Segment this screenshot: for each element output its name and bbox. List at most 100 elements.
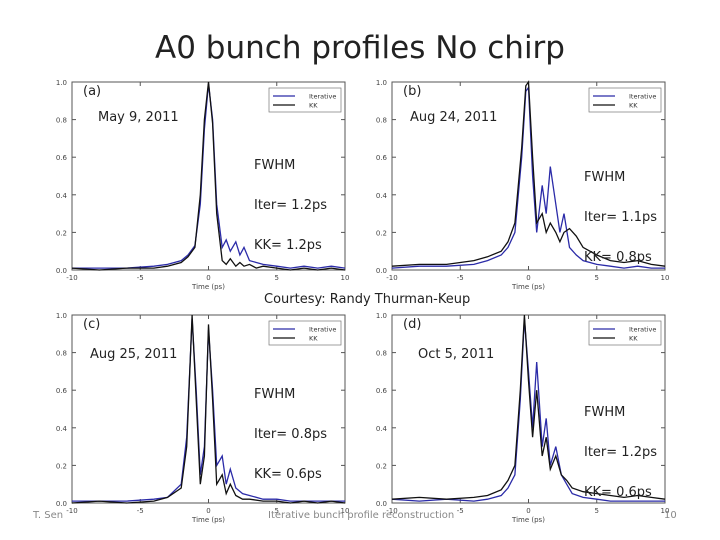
- legend-box: [268, 320, 342, 346]
- fwhm-kk: KK= 0.8ps: [584, 250, 652, 265]
- x-tick-label: 5: [275, 507, 279, 515]
- date-label: Aug 24, 2011: [410, 110, 498, 125]
- legend-label: Iterative: [309, 93, 336, 101]
- fwhm-kk: KK= 1.2ps: [254, 238, 322, 253]
- y-tick-label: 1.0: [376, 312, 387, 320]
- x-tick-label: -5: [137, 507, 144, 515]
- x-axis-label: Time (ps): [511, 516, 545, 524]
- y-tick-label: 0.4: [56, 425, 68, 433]
- footer-author: T. Sen: [33, 510, 64, 521]
- y-tick-label: 0.4: [56, 192, 68, 200]
- fwhm-heading: FWHM: [584, 170, 626, 185]
- y-tick-label: 0.6: [56, 154, 68, 162]
- legend-label: Iterative: [629, 326, 656, 334]
- plot-panel-b: 0.0 0.2 0.4 0.6 0.8 1.0 -10 -5 0 5 10 Time (ps) Iter…: [360, 72, 680, 302]
- x-axis-label: Time (ps): [511, 283, 545, 291]
- fwhm-note: FWHM Iter= 1.2ps KK= 1.2ps: [254, 136, 327, 276]
- series-line-iterative: [391, 318, 665, 502]
- panel-label: (c): [83, 317, 101, 332]
- fwhm-note: FWHM Iter= 0.8ps KK= 0.6ps: [254, 365, 327, 505]
- legend-label: KK: [629, 335, 638, 343]
- y-tick-label: 0.6: [376, 154, 388, 162]
- y-tick-label: 0.0: [376, 267, 387, 275]
- panel-label: (a): [83, 84, 102, 99]
- y-tick-label: 0.0: [56, 267, 67, 275]
- y-tick-label: 0.8: [56, 117, 67, 125]
- series-line-kk: [391, 314, 666, 500]
- fwhm-heading: FWHM: [254, 158, 296, 173]
- x-tick-label: -10: [66, 274, 77, 282]
- chart-b: 0.0 0.2 0.4 0.6 0.8 1.0 -10 -5 0 5 10 Time (ps) Iter…: [376, 79, 670, 291]
- x-axis-label: Time (ps): [191, 283, 225, 291]
- courtesy-note: Courtesy: Randy Thurman-Keup: [264, 292, 471, 307]
- x-tick-label: 5: [595, 507, 599, 515]
- panel-label: (d): [403, 317, 422, 332]
- y-tick-label: 0.0: [56, 500, 67, 508]
- chart-d: 0.0 0.2 0.4 0.6 0.8 1.0 -10 -5 0 5 10 Time (ps) Iter…: [376, 312, 670, 524]
- y-tick-label: 0.6: [376, 387, 388, 395]
- plot-panel-c: 0.0 0.2 0.4 0.6 0.8 1.0 -10 -5 0 5 10 Time (ps) Iter…: [40, 305, 360, 535]
- x-tick-label: 0: [206, 507, 210, 515]
- legend-box: [588, 320, 662, 346]
- series-line-kk: [391, 80, 666, 267]
- plot-frame: [391, 314, 666, 504]
- x-tick-label: -5: [137, 274, 144, 282]
- footer-title: Iterative bunch profile reconstruction: [268, 510, 455, 521]
- plot-panel-d: 0.0 0.2 0.4 0.6 0.8 1.0 -10 -5 0 5 10 Time (ps) Iter…: [360, 305, 680, 535]
- fwhm-heading: FWHM: [254, 387, 296, 402]
- y-tick-label: 1.0: [56, 312, 67, 320]
- y-tick-label: 0.2: [56, 462, 67, 470]
- x-tick-label: 10: [661, 274, 670, 282]
- y-tick-label: 0.6: [56, 387, 68, 395]
- series-line-iterative: [391, 85, 665, 269]
- x-tick-label: -10: [386, 507, 397, 515]
- fwhm-kk: KK= 0.6ps: [584, 485, 652, 500]
- x-tick-label: 0: [206, 274, 210, 282]
- fwhm-note: FWHM Iter= 1.1ps KK= 0.8ps: [584, 148, 657, 288]
- y-tick-label: 0.4: [376, 192, 388, 200]
- fwhm-iter: Iter= 1.1ps: [584, 210, 657, 225]
- y-tick-label: 0.8: [376, 350, 387, 358]
- fwhm-heading: FWHM: [584, 405, 626, 420]
- legend-box: [588, 87, 662, 113]
- series-line-kk: [71, 314, 346, 504]
- legend-label: KK: [629, 102, 638, 110]
- fwhm-iter: Iter= 1.2ps: [584, 445, 657, 460]
- chart-c: 0.0 0.2 0.4 0.6 0.8 1.0 -10 -5 0 5 10 Time (ps) Iter…: [56, 312, 350, 524]
- fwhm-iter: Iter= 1.2ps: [254, 198, 327, 213]
- x-tick-label: 10: [341, 507, 350, 515]
- fwhm-iter: Iter= 0.8ps: [254, 427, 327, 442]
- y-tick-label: 0.2: [56, 229, 67, 237]
- y-tick-label: 0.8: [56, 350, 67, 358]
- x-tick-label: 10: [341, 274, 350, 282]
- date-label: Oct 5, 2011: [418, 347, 495, 362]
- plot-frame: [391, 81, 666, 271]
- x-tick-label: 5: [275, 274, 279, 282]
- y-tick-label: 0.2: [376, 229, 387, 237]
- x-axis-label: Time (ps): [191, 516, 225, 524]
- x-tick-label: 0: [526, 274, 530, 282]
- y-tick-label: 1.0: [56, 79, 67, 87]
- panel-label: (b): [403, 84, 422, 99]
- plot-frame: [71, 81, 346, 271]
- x-tick-label: 10: [661, 507, 670, 515]
- series-line-iterative: [72, 83, 346, 269]
- series-line-iterative: [72, 318, 345, 502]
- x-tick-label: -10: [386, 274, 397, 282]
- y-tick-label: 0.8: [376, 117, 387, 125]
- chart-a: 0.0 0.2 0.4 0.6 0.8 1.0 -10 -5 0 5 10 Time (ps) Iter…: [56, 79, 350, 291]
- x-tick-label: -5: [457, 507, 464, 515]
- date-label: Aug 25, 2011: [90, 347, 178, 362]
- x-tick-label: -10: [66, 507, 77, 515]
- fwhm-note: FWHM Iter= 1.2ps KK= 0.6ps: [584, 383, 657, 523]
- series-line-kk: [71, 81, 346, 271]
- plot-panel-a: 0.0 0.2 0.4 0.6 0.8 1.0 -10 -5 0 5 10 Time (ps) Iter…: [40, 72, 360, 302]
- x-tick-label: -5: [457, 274, 464, 282]
- legend-label: Iterative: [309, 326, 336, 334]
- x-tick-label: 0: [526, 507, 530, 515]
- y-tick-label: 0.2: [376, 462, 387, 470]
- y-tick-label: 1.0: [376, 79, 387, 87]
- legend-label: KK: [309, 335, 318, 343]
- x-tick-label: 5: [595, 274, 599, 282]
- legend-label: Iterative: [629, 93, 656, 101]
